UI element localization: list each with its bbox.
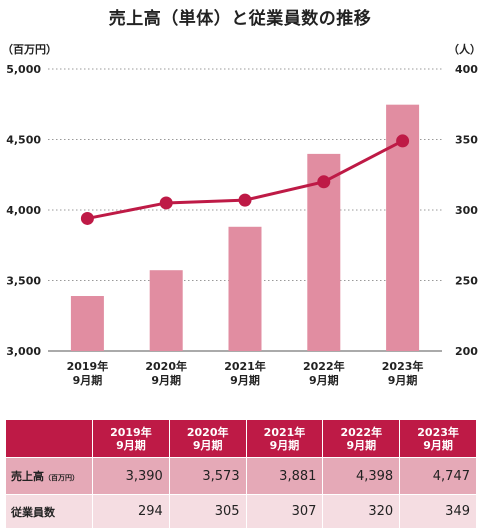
table-row-sublabel: （百万円） (44, 474, 79, 482)
right-axis-unit: （人） (448, 43, 480, 56)
category-label: 2021年 9月期 (224, 359, 266, 387)
point-employees (80, 211, 94, 225)
bar-sales (149, 270, 183, 351)
table-header-cell: 2020年 9月期 (168, 419, 247, 458)
point-employees (396, 134, 410, 148)
table-corner-cell (5, 419, 93, 458)
table-cell: 3,881 (245, 457, 324, 495)
left-tick-label: 5,000 (6, 63, 41, 76)
table-row-label: 売上高（百万円） (5, 457, 93, 495)
category-label: 2022年 9月期 (303, 359, 345, 387)
bar-sales (228, 226, 262, 351)
table-cell: 3,390 (92, 457, 170, 495)
right-tick-label: 400 (455, 63, 478, 76)
table-cell: 307 (245, 494, 324, 529)
table-header-cell: 2022年 9月期 (322, 419, 401, 458)
table-cell: 4,747 (399, 457, 477, 495)
table-cell: 3,573 (168, 457, 247, 495)
right-tick-label: 200 (455, 345, 478, 358)
table-cell: 294 (92, 494, 170, 529)
table-header-row: 2019年 9月期 2020年 9月期 2021年 9月期 2022年 9月期 2023年 9月期 (5, 419, 477, 458)
chart-title: 売上高（単体）と従業員数の推移 (108, 9, 372, 29)
right-tick-label: 250 (455, 275, 478, 288)
sales-employees-chart: 3,000 3,500 4,000 4,500 5,000 200 250 300 350 400… (6, 63, 478, 387)
point-employees (159, 196, 173, 210)
left-tick-label: 4,500 (6, 134, 41, 147)
table-row: 売上高（百万円） 3,390 3,573 3,881 4,398 4,747 (5, 457, 477, 495)
data-table: 2019年 9月期 2020年 9月期 2021年 9月期 2022年 9月期 2023年 9月期… (5, 419, 477, 529)
left-tick-label: 3,500 (6, 275, 41, 288)
category-label: 2023年 9月期 (382, 359, 424, 387)
table-row-label: 従業員数 (5, 494, 93, 529)
table-cell: 349 (399, 494, 477, 529)
category-label: 2019年 9月期 (67, 359, 109, 387)
left-tick-label: 3,000 (6, 345, 41, 358)
table-cell: 305 (168, 494, 247, 529)
table-header-cell: 2023年 9月期 (399, 419, 477, 458)
right-tick-label: 350 (455, 134, 478, 147)
table-cell: 320 (322, 494, 401, 529)
line-employees (87, 139, 404, 220)
category-label: 2020年 9月期 (145, 359, 187, 387)
right-tick-label: 300 (455, 204, 478, 217)
bar-sales (70, 296, 104, 351)
table-header-cell: 2019年 9月期 (92, 419, 170, 458)
point-employees (238, 193, 252, 207)
point-employees (317, 175, 331, 189)
left-axis-unit: （百万円） (2, 43, 57, 56)
left-tick-label: 4,000 (6, 204, 41, 217)
table-header-cell: 2021年 9月期 (245, 419, 324, 458)
table-cell: 4,398 (322, 457, 401, 495)
table-row: 従業員数 294 305 307 320 349 (5, 494, 477, 529)
